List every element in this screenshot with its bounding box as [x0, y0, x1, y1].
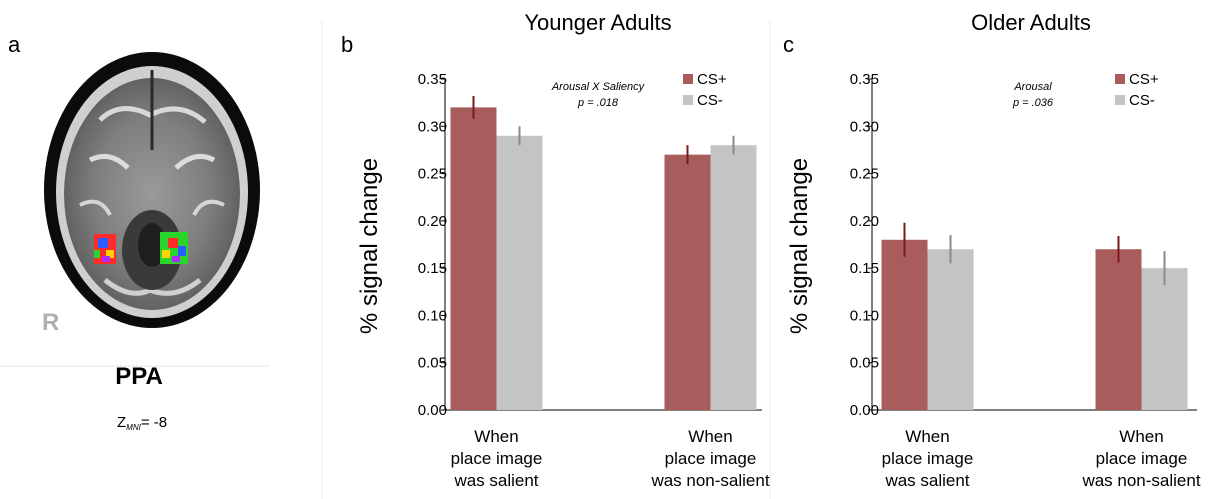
- chart-title-c: Older Adults: [971, 10, 1091, 35]
- x-category-label-b-1: place image: [665, 449, 757, 468]
- y-tick-label: 0.05: [418, 355, 447, 372]
- legend-swatch-cs-plus-c: [1115, 74, 1125, 84]
- annotation-effect-c: Arousal: [1013, 81, 1052, 93]
- y-tick-label: 0.35: [850, 71, 879, 88]
- bar-cs-minus-c-0: [927, 249, 974, 410]
- y-tick-label: 0.00: [418, 402, 447, 419]
- x-category-label-b-1: When: [688, 427, 732, 446]
- annotation-p-c: p = .036: [1012, 97, 1054, 109]
- panel-letter-c: c: [783, 32, 794, 57]
- x-category-label-c-1: was non-salient: [1081, 471, 1200, 490]
- activation-left: [94, 234, 116, 264]
- bar-cs-minus-b-0: [496, 135, 543, 410]
- annotation-effect-b: Arousal X Saliency: [551, 81, 646, 93]
- y-tick-label: 0.20: [418, 213, 447, 230]
- bar-cs-plus-c-0: [881, 239, 928, 410]
- x-category-label-b-0: was salient: [453, 471, 538, 490]
- bar-cs-plus-c-1: [1095, 249, 1142, 410]
- y-tick-label: 0.25: [850, 166, 879, 183]
- legend-label-cs-plus-c: CS+: [1129, 71, 1159, 88]
- x-category-label-b-1: was non-salient: [650, 471, 769, 490]
- panel-b: b Younger Adults % signal change 0.000.0…: [321, 10, 770, 499]
- side-marker: R: [42, 309, 59, 336]
- panel-letter-a: a: [8, 32, 21, 57]
- y-tick-label: 0.10: [850, 307, 879, 324]
- x-category-label-c-0: was salient: [884, 471, 969, 490]
- plot-area-b: 0.00 0.05 0.10 0.15 0.20 0.25 0.30 0.35 When plac…: [418, 71, 770, 490]
- annotation-p-b: p = .018: [577, 97, 619, 109]
- legend-swatch-cs-plus-b: [683, 74, 693, 84]
- legend-swatch-cs-minus-b: [683, 95, 693, 105]
- y-tick-label: 0.35: [418, 71, 447, 88]
- z-value: = -8: [141, 414, 167, 431]
- legend-label-cs-minus-c: CS-: [1129, 92, 1155, 109]
- x-category-label-c-0: When: [905, 427, 949, 446]
- y-tick-label: 0.30: [418, 118, 447, 135]
- legend-label-cs-plus-b: CS+: [697, 71, 727, 88]
- z-coordinate: ZMNI= -8: [117, 414, 167, 432]
- x-category-label-c-1: When: [1119, 427, 1163, 446]
- x-category-label-c-0: place image: [882, 449, 974, 468]
- panel-letter-b: b: [341, 32, 353, 57]
- bar-cs-plus-b-0: [450, 107, 497, 410]
- brain-axial-slice: [44, 52, 260, 328]
- legend-c: CS+ CS-: [1115, 71, 1159, 109]
- y-tick-label: 0.05: [850, 355, 879, 372]
- y-tick-label: 0.25: [418, 166, 447, 183]
- activation-right: [160, 232, 188, 264]
- plot-area-c: 0.00 0.05 0.10 0.15 0.20 0.25 0.30 0.35 When plac…: [850, 71, 1201, 490]
- legend-label-cs-minus-b: CS-: [697, 92, 723, 109]
- x-category-label-b-0: When: [474, 427, 518, 446]
- y-tick-label: 0.20: [850, 213, 879, 230]
- ylabel-b: % signal change: [356, 158, 383, 334]
- z-main: Z: [117, 414, 126, 431]
- panel-a: a: [0, 32, 270, 432]
- ylabel-c: % signal change: [786, 158, 813, 334]
- z-sub: MNI: [126, 423, 141, 432]
- bar-cs-minus-c-1: [1141, 268, 1188, 410]
- chart-title-b: Younger Adults: [524, 10, 671, 35]
- y-tick-label: 0.15: [850, 260, 879, 277]
- legend-b: CS+ CS-: [683, 71, 727, 109]
- x-category-label-b-0: place image: [451, 449, 543, 468]
- bar-cs-plus-b-1: [664, 154, 711, 410]
- y-tick-label: 0.30: [850, 118, 879, 135]
- panel-c: c Older Adults % signal change 0.000.050…: [769, 10, 1201, 499]
- y-tick-label: 0.00: [850, 402, 879, 419]
- x-category-label-c-1: place image: [1096, 449, 1188, 468]
- bar-cs-minus-b-1: [710, 145, 757, 410]
- y-tick-label: 0.15: [418, 260, 447, 277]
- y-tick-label: 0.10: [418, 307, 447, 324]
- legend-swatch-cs-minus-c: [1115, 95, 1125, 105]
- region-label: PPA: [115, 363, 163, 390]
